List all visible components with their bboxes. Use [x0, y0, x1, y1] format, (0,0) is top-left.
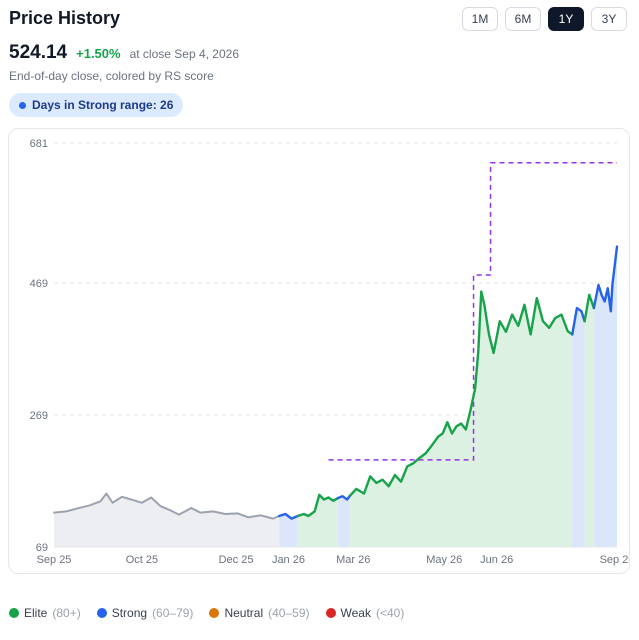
range-selector: 1M 6M 1Y 3Y: [462, 7, 627, 31]
price-line-strong: [571, 306, 586, 336]
strong-days-badge: Days in Strong range: 26: [9, 93, 184, 117]
y-tick-label: 269: [30, 410, 48, 422]
badge-label: Days in Strong range: 26: [32, 98, 174, 112]
rs-legend: Elite (80+) Strong (60–79) Neutral (40–5…: [9, 606, 404, 620]
legend-dot-icon: [96, 608, 107, 618]
legend-item-neutral: Neutral (40–59): [209, 606, 310, 620]
legend-dot-icon: [9, 608, 19, 618]
badge-dot-icon: [19, 101, 26, 109]
area-fill-strong: [279, 513, 298, 547]
area-fill-strong: [593, 246, 617, 547]
price-line-strong: [278, 512, 299, 520]
legend-label: Weak: [340, 606, 371, 620]
legend-range: (60–79): [152, 606, 194, 620]
x-tick-label: Mar 26: [336, 554, 370, 566]
x-tick-label: Jan 26: [272, 554, 305, 566]
price-line-unscored: [53, 492, 281, 520]
y-tick-label: 69: [36, 542, 48, 554]
area-fill-elite: [350, 291, 573, 547]
chart-subtitle: End-of-day close, colored by RS score: [9, 69, 214, 83]
y-tick-label: 469: [30, 278, 48, 290]
area-fill-strong: [337, 495, 351, 547]
x-tick-label: Jun 26: [480, 554, 513, 566]
price-line-strong: [592, 245, 619, 313]
x-tick-label: Dec 25: [219, 554, 254, 566]
legend-label: Elite: [24, 606, 48, 620]
x-tick-label: Sep 25: [37, 554, 72, 566]
y-tick-label: 681: [30, 138, 48, 150]
legend-dot-icon: [325, 608, 336, 618]
range-button-1y[interactable]: 1Y: [548, 7, 584, 31]
legend-label: Neutral: [224, 606, 264, 620]
price-summary: 524.14 +1.50% at close Sep 4, 2026: [9, 42, 239, 64]
range-button-6m[interactable]: 6M: [505, 7, 541, 31]
price-chart: 69 269 469 681 Sep 25 Oct 25 Dec 25 Jan 26 Mar 2…: [30, 138, 629, 566]
price-line-strong: [336, 494, 352, 501]
legend-item-strong: Strong (60–79): [96, 606, 194, 620]
legend-item-weak: Weak (<40): [325, 606, 405, 620]
x-tick-label: May 26: [426, 554, 462, 566]
x-tick-label: Sep 26: [600, 554, 629, 566]
chart-card: 69 269 469 681 Sep 25 Oct 25 Dec 25 Jan 26 Mar 2…: [8, 128, 630, 574]
area-fill-elite: [297, 494, 338, 547]
price-change: +1.50%: [76, 46, 121, 61]
page-title: Price History: [9, 8, 121, 28]
price-line-elite: [296, 493, 340, 518]
area-fill-elite: [584, 294, 594, 547]
legend-dot-icon: [209, 608, 220, 618]
area-fill-unscored: [54, 493, 280, 547]
close-date-note: at close Sep 4, 2026: [129, 47, 239, 61]
x-tick-label: Oct 25: [126, 554, 158, 566]
legend-label: Strong: [111, 606, 148, 620]
legend-range: (80+): [52, 606, 81, 620]
legend-range: (<40): [375, 606, 405, 620]
price-line-elite: [348, 290, 574, 497]
area-fill-strong: [572, 308, 585, 547]
legend-item-elite: Elite (80+): [9, 606, 81, 620]
range-button-3y[interactable]: 3Y: [591, 7, 627, 31]
guide-step-line: [328, 162, 617, 461]
price-line-elite: [583, 293, 596, 323]
current-price: 524.14: [9, 42, 68, 63]
legend-range: (40–59): [268, 606, 310, 620]
range-button-1m[interactable]: 1M: [462, 7, 498, 31]
